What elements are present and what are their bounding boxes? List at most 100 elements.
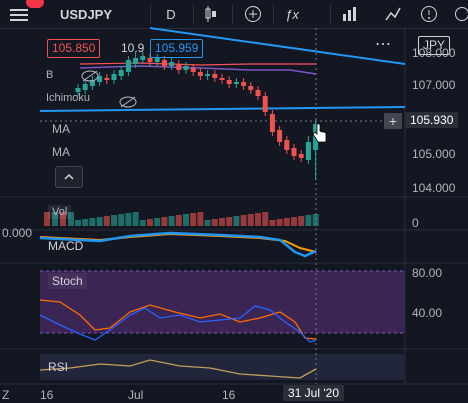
candle-body <box>277 130 283 142</box>
volume-label: Vol <box>48 205 72 219</box>
volume-bar <box>233 216 240 226</box>
volume-bar <box>68 212 74 226</box>
marker-value-label: 10.9 <box>121 41 145 55</box>
candle-body <box>197 72 203 76</box>
candle-body <box>248 86 254 90</box>
candle-body <box>219 78 225 80</box>
candle-body <box>190 68 196 72</box>
symbol-search-button[interactable]: USDJPY <box>60 0 130 28</box>
volume-bar <box>103 216 110 226</box>
volume-bar <box>312 214 319 226</box>
volume-bar <box>60 212 66 226</box>
chevron-up-icon <box>64 174 74 180</box>
candle-body <box>298 154 304 158</box>
rsi-band <box>40 354 405 380</box>
candle-body <box>291 148 297 156</box>
legend-ma-2[interactable]: MA <box>52 145 70 159</box>
candle-body <box>125 60 131 72</box>
rsi-label[interactable]: RSI <box>48 360 69 374</box>
add-icon[interactable] <box>242 0 264 28</box>
candle-body <box>82 84 88 90</box>
volume-bar <box>197 212 204 226</box>
volume-bar <box>183 214 189 226</box>
volume-bars <box>44 212 319 226</box>
menu-icon[interactable] <box>8 0 30 28</box>
stoch-k-line <box>39 305 317 343</box>
volume-bar <box>283 218 290 226</box>
volume-bar <box>111 215 117 226</box>
stoch-band <box>40 271 405 333</box>
candle-body <box>212 74 218 78</box>
interval-button[interactable]: D <box>160 0 182 28</box>
volume-bar <box>291 217 297 226</box>
price-tick: 105.000 <box>412 147 456 161</box>
candle-body <box>154 58 160 62</box>
replay-icon[interactable] <box>382 0 404 28</box>
time-cursor-label: 31 Jul '20 <box>283 385 344 401</box>
layout-icon[interactable] <box>340 0 362 28</box>
volume-bar <box>154 218 161 226</box>
candle-body <box>97 76 103 82</box>
more-options-icon[interactable]: ⋯ <box>375 36 391 53</box>
volume-bar <box>168 216 175 226</box>
currency-label[interactable]: JPY <box>418 36 451 55</box>
eye-hidden-icon[interactable] <box>118 95 138 109</box>
volume-bar <box>269 220 276 226</box>
legend-ma-1[interactable]: MA <box>52 122 70 136</box>
collapse-legend-button[interactable] <box>55 166 83 188</box>
volume-bar <box>247 214 254 226</box>
volume-bar <box>96 217 103 226</box>
candle-body <box>284 140 290 150</box>
legend-ichimoku[interactable]: Ichimoku <box>46 92 91 104</box>
volume-bar <box>204 220 211 226</box>
candle-body <box>269 114 275 132</box>
eye-hidden-icon[interactable] <box>80 69 100 83</box>
candle-body <box>133 58 139 64</box>
stoch-tick: 40.00 <box>412 306 443 320</box>
low-price-label: 105.959 <box>150 39 204 58</box>
candle-body <box>89 80 95 86</box>
time-tick: Jul <box>128 388 144 402</box>
candle-body <box>226 80 232 84</box>
volume-bar <box>262 212 269 226</box>
candles-group <box>75 52 319 180</box>
volume-bar <box>175 215 182 226</box>
macd-label[interactable]: MACD <box>48 239 84 253</box>
volume-bar <box>305 215 312 226</box>
price-tick: 107.000 <box>412 78 456 92</box>
trend-line-lower[interactable] <box>39 106 406 112</box>
stoch-label[interactable]: Stoch <box>48 273 87 289</box>
macd-line <box>39 231 317 258</box>
high-price-label: 105.850 <box>47 39 101 58</box>
volume-bar <box>75 220 81 226</box>
add-alert-button[interactable]: + <box>384 113 402 129</box>
indicators-icon[interactable]: ƒx <box>285 6 299 22</box>
candle-body <box>183 66 189 70</box>
candle-body <box>205 74 211 76</box>
last-price-label: 105.930 <box>405 112 459 128</box>
stoch-tick: 80.00 <box>412 266 443 280</box>
alert-icon[interactable] <box>418 0 440 28</box>
candle-body <box>161 60 167 66</box>
volume-bar <box>298 216 305 226</box>
candle-body <box>147 58 153 62</box>
rsi-line <box>39 359 317 379</box>
volume-bar <box>255 213 261 226</box>
volume-bar <box>118 214 125 226</box>
candles-icon[interactable] <box>200 0 222 28</box>
stoch-d-line <box>39 299 317 340</box>
trend-line-upper[interactable] <box>149 27 406 65</box>
volume-bar <box>161 217 168 226</box>
volume-bar <box>276 219 283 226</box>
candle-body <box>104 78 110 80</box>
volume-bar <box>132 212 139 226</box>
volume-bar <box>139 220 146 226</box>
time-tick: 16 <box>222 388 236 402</box>
volume-bar <box>89 218 96 226</box>
candle-body <box>305 142 311 160</box>
more-icon[interactable] <box>455 0 468 28</box>
legend-bb[interactable]: B <box>46 69 54 81</box>
candle-body <box>75 88 81 92</box>
notification-badge <box>26 0 44 8</box>
